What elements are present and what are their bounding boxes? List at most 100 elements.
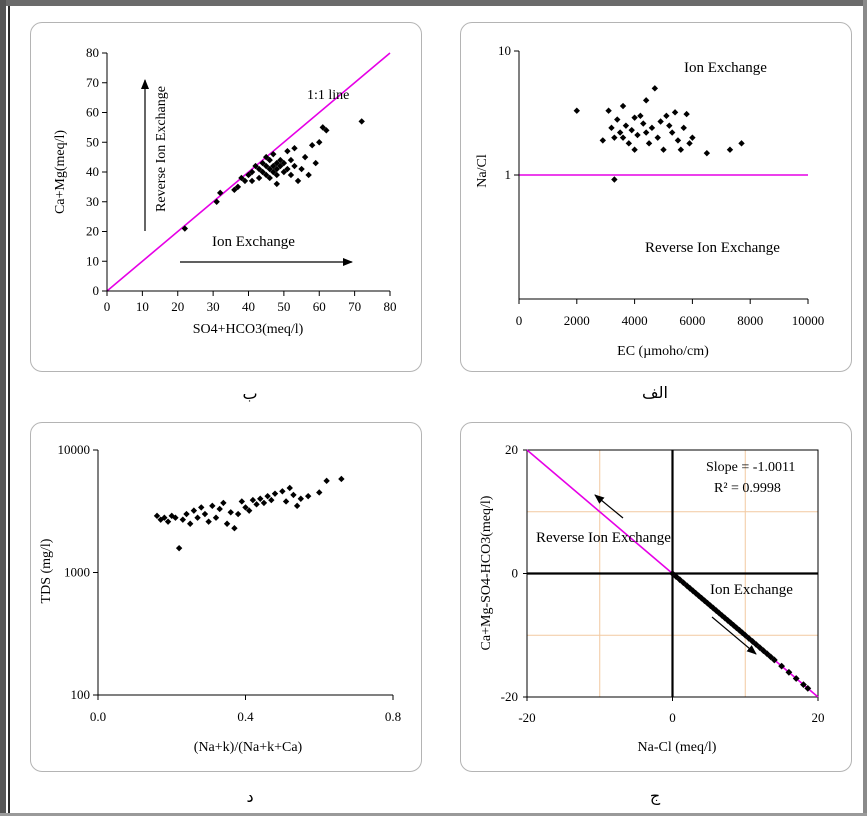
data-point (800, 681, 807, 689)
data-point (231, 186, 238, 194)
data-point (304, 492, 312, 500)
data-point (674, 137, 682, 144)
y-axis-title: Ca+Mg(meq/l) (53, 130, 68, 214)
y-tick-label: 100 (71, 687, 91, 702)
data-point (227, 509, 234, 516)
data-point (266, 156, 273, 164)
data-point (291, 162, 298, 170)
data-point (290, 491, 297, 499)
data-point (323, 477, 330, 485)
data-point (252, 162, 259, 170)
data-point (186, 520, 194, 527)
data-point (262, 162, 270, 170)
data-point (778, 662, 786, 670)
data-point (241, 177, 249, 185)
reverse-ion-exchange-arrow (594, 494, 624, 519)
y-tick-label: 0 (93, 283, 100, 298)
data-point (183, 510, 190, 518)
data-point (270, 162, 277, 170)
data-point (198, 504, 205, 511)
data-point (271, 490, 279, 497)
data-point (287, 156, 295, 164)
data-point (284, 147, 291, 155)
data-point (666, 122, 673, 129)
data-point (608, 124, 615, 132)
data-point (245, 171, 252, 179)
data-point (338, 475, 345, 483)
data-point (611, 176, 618, 183)
data-point (640, 120, 647, 127)
data-point (277, 162, 284, 170)
data-point (316, 139, 323, 146)
data-point (213, 198, 220, 205)
data-point (654, 134, 661, 141)
data-point (286, 484, 293, 492)
x-axis-title: (Na+k)/(Na+k+Ca) (194, 740, 303, 755)
ion-exchange-arrow (711, 616, 757, 655)
data-point (270, 168, 277, 176)
data-point (257, 495, 264, 502)
x-tick-label: 8000 (737, 313, 763, 328)
y-axis-title: Ca+Mg-SO4-HCO3(meq/l) (479, 495, 494, 650)
data-point (262, 171, 270, 179)
data-point (792, 675, 800, 682)
data-point (642, 129, 650, 136)
data-point (668, 129, 676, 136)
data-point (234, 183, 242, 191)
data-point (205, 518, 212, 525)
reference-line-label: 1:1 line (307, 88, 349, 103)
reverse-ion-exchange-label: Reverse Ion Exchange (154, 86, 169, 212)
data-point (190, 507, 198, 514)
data-point (284, 165, 291, 173)
data-point (294, 177, 302, 185)
data-point (164, 518, 172, 525)
data-point (631, 146, 638, 153)
y-tick-label: 10000 (58, 442, 91, 457)
y-tick-label: 70 (86, 75, 99, 90)
x-tick-label: 80 (384, 299, 397, 314)
data-point (157, 516, 164, 523)
caption-dal: د (246, 787, 254, 806)
data-point (248, 168, 256, 176)
x-tick-label: -20 (518, 710, 535, 725)
data-point (273, 159, 280, 167)
data-point (301, 153, 309, 161)
x-tick-label: 20 (171, 299, 184, 314)
data-point (614, 116, 621, 123)
data-point (703, 149, 711, 157)
data-point (268, 496, 275, 504)
x-axis-title: Na-Cl (meq/l) (638, 740, 717, 755)
data-point (253, 501, 260, 508)
y-tick-label: 1 (505, 167, 512, 182)
panel-alef (460, 22, 852, 372)
data-point (305, 171, 312, 179)
x-tick-label: 0.8 (385, 709, 401, 724)
data-point (631, 114, 638, 121)
data-point (616, 129, 624, 136)
data-point (273, 165, 280, 173)
data-point (209, 502, 216, 510)
data-point (573, 107, 580, 114)
data-point (312, 159, 319, 167)
y-axis-title: TDS (mg/l) (39, 538, 54, 603)
data-point (726, 146, 734, 153)
x-tick-label: 60 (313, 299, 326, 314)
data-point (628, 126, 635, 134)
data-point (277, 156, 284, 164)
window-frame-top (0, 0, 867, 6)
data-point (249, 496, 257, 504)
data-point (683, 110, 690, 118)
data-point (260, 499, 268, 507)
x-tick-label: 20 (812, 710, 825, 725)
data-point (255, 174, 263, 182)
data-point (280, 159, 288, 167)
x-axis-title: EC (µmoho/cm) (617, 344, 709, 359)
data-point (238, 498, 246, 505)
data-point (264, 492, 271, 500)
y-tick-label: 30 (86, 194, 99, 209)
y-tick-label: 1000 (64, 565, 90, 580)
r-squared-label: R² = 0.9998 (714, 481, 781, 496)
data-point (804, 684, 812, 692)
caption-jim: ج (649, 786, 661, 805)
data-point (273, 171, 280, 179)
